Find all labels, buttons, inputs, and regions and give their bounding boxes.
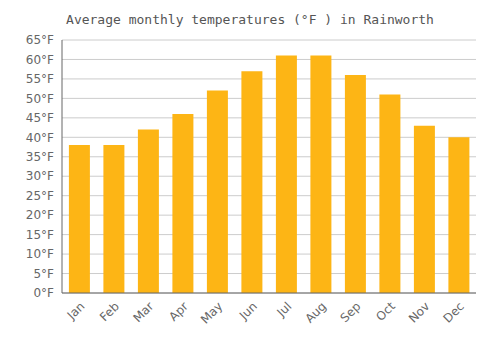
svg-text:Jun: Jun: [236, 299, 260, 323]
svg-text:5°F: 5°F: [33, 267, 54, 281]
svg-text:Apr: Apr: [166, 299, 191, 324]
svg-text:Jul: Jul: [274, 299, 295, 320]
svg-text:65°F: 65°F: [26, 33, 54, 47]
svg-text:Aug: Aug: [302, 299, 328, 325]
svg-text:Sep: Sep: [337, 299, 363, 325]
svg-text:30°F: 30°F: [26, 169, 54, 183]
svg-text:40°F: 40°F: [26, 131, 54, 145]
svg-text:45°F: 45°F: [26, 111, 54, 125]
svg-text:35°F: 35°F: [26, 150, 54, 164]
html-text:Average monthly temperatures (: Average monthly temperatures (°F ) in Ra…: [66, 12, 434, 27]
svg-text:0°F: 0°F: [33, 286, 54, 300]
svg-text:15°F: 15°F: [26, 228, 54, 242]
svg-text:25°F: 25°F: [26, 189, 54, 203]
svg-text:Feb: Feb: [97, 299, 122, 324]
svg-text:Nov: Nov: [406, 299, 432, 325]
svg-text:50°F: 50°F: [26, 92, 54, 106]
svg-text:Jan: Jan: [64, 299, 88, 323]
svg-text:10°F: 10°F: [26, 247, 54, 261]
svg-text:55°F: 55°F: [26, 72, 54, 86]
svg-text:20°F: 20°F: [26, 208, 54, 222]
svg-text:Oct: Oct: [373, 299, 398, 324]
svg-text:Mar: Mar: [130, 299, 156, 325]
svg-text:Dec: Dec: [441, 299, 467, 325]
svg-text:60°F: 60°F: [26, 53, 54, 67]
svg-text:May: May: [198, 299, 225, 326]
